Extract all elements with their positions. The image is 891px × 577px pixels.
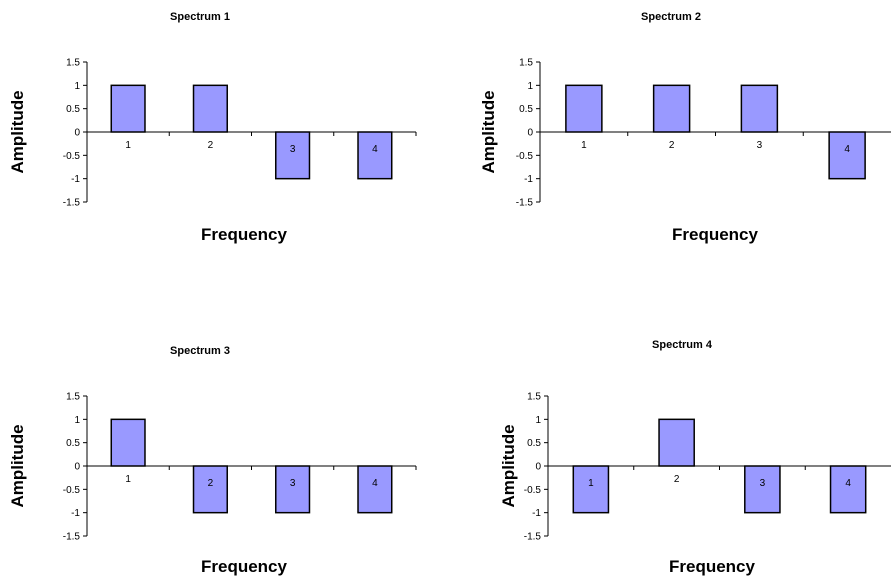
x-axis-label: Frequency: [201, 557, 288, 576]
x-category-label: 2: [674, 474, 680, 485]
x-category-label: 3: [760, 478, 766, 489]
y-tick-label: -0.5: [63, 151, 81, 162]
y-tick-label: 0.5: [66, 438, 80, 449]
y-tick-label: -1: [71, 174, 80, 185]
bar: [658, 418, 695, 467]
chart-title: Spectrum 3: [170, 345, 230, 357]
y-tick-label: -1.5: [63, 532, 81, 543]
bar: [275, 131, 311, 180]
x-category-label: 2: [669, 140, 675, 151]
plot-area: 1.5 1 0.5 0 -0.5 -1 -1.5 1 2 3 4: [63, 392, 417, 543]
y-tick-label: 1.5: [527, 392, 541, 403]
y-tick-label: 1.5: [66, 392, 80, 403]
plot-area: 1.5 1 0.5 0 -0.5 -1 -1.5 1 2 3 4: [516, 58, 891, 209]
bar: [652, 84, 691, 133]
x-category-label: 4: [372, 144, 378, 155]
bar: [740, 84, 779, 133]
y-tick-label: 1: [74, 81, 80, 92]
x-category-label: 3: [757, 140, 763, 151]
bar: [828, 131, 866, 180]
y-tick-label: -0.5: [63, 485, 81, 496]
x-category-label: 1: [588, 478, 594, 489]
x-category-label: 3: [290, 478, 296, 489]
chart-spectrum-1: Spectrum 1 Amplitude Frequency 1.5 1 0.5 0 -…: [8, 11, 417, 244]
x-category-label: 2: [208, 478, 214, 489]
x-category-label: 4: [845, 478, 851, 489]
bar: [565, 84, 603, 133]
x-category-label: 4: [844, 144, 850, 155]
y-tick-label: -1: [71, 508, 80, 519]
y-tick-label: -1.5: [524, 532, 542, 543]
bar: [357, 465, 393, 514]
plot-area: 1.5 1 0.5 0 -0.5 -1 -1.5 1 2 3 4: [63, 58, 417, 209]
y-tick-label: 1.5: [519, 58, 533, 69]
bar: [110, 84, 146, 133]
y-tick-label: -0.5: [516, 151, 534, 162]
bar: [192, 84, 228, 133]
chart-spectrum-2: Spectrum 2 Amplitude Frequency 1.5 1 0.5 0 -…: [479, 11, 891, 244]
x-axis-label: Frequency: [669, 557, 756, 576]
y-axis-label: Amplitude: [8, 90, 27, 173]
chart-title: Spectrum 1: [170, 11, 230, 23]
y-tick-label: 0: [74, 462, 80, 473]
x-category-label: 1: [125, 474, 131, 485]
bar: [275, 465, 311, 514]
x-axis-label: Frequency: [672, 225, 759, 244]
y-tick-label: 1.5: [66, 58, 80, 69]
bar: [744, 465, 781, 514]
chart-spectrum-3: Spectrum 3 Amplitude Frequency 1.5 1 0.5 0 -…: [8, 345, 417, 576]
y-tick-label: -1.5: [63, 198, 81, 209]
bar: [572, 465, 610, 514]
y-tick-label: 0: [527, 128, 533, 139]
x-category-label: 2: [208, 140, 214, 151]
y-tick-label: 1: [74, 415, 80, 426]
chart-title: Spectrum 4: [652, 339, 713, 351]
bar: [829, 465, 867, 514]
plot-area: 1.5 1 0.5 0 -0.5 -1 -1.5 1 2 3 4: [524, 392, 891, 543]
y-tick-label: 1: [535, 415, 541, 426]
y-tick-label: -1.5: [516, 198, 534, 209]
x-axis-label: Frequency: [201, 225, 288, 244]
x-category-label: 1: [125, 140, 131, 151]
y-tick-label: 0.5: [527, 438, 541, 449]
y-axis-label: Amplitude: [8, 424, 27, 507]
x-category-label: 4: [372, 478, 378, 489]
y-tick-label: 0: [74, 128, 80, 139]
chart-title: Spectrum 2: [641, 11, 701, 23]
y-tick-label: 0: [535, 462, 541, 473]
y-axis-label: Amplitude: [499, 424, 518, 507]
y-tick-label: -1: [524, 174, 533, 185]
y-tick-label: 0.5: [519, 104, 533, 115]
bar: [357, 131, 393, 180]
bar: [110, 418, 146, 467]
y-axis-label: Amplitude: [479, 90, 498, 173]
y-tick-label: -0.5: [524, 485, 542, 496]
bar: [192, 465, 228, 514]
chart-spectrum-4: Spectrum 4 Amplitude Frequency 1.5 1 0.5 0 -…: [499, 339, 891, 576]
y-tick-label: 0.5: [66, 104, 80, 115]
x-category-label: 3: [290, 144, 296, 155]
y-tick-label: 1: [527, 81, 533, 92]
y-tick-label: -1: [532, 508, 541, 519]
x-category-label: 1: [581, 140, 587, 151]
